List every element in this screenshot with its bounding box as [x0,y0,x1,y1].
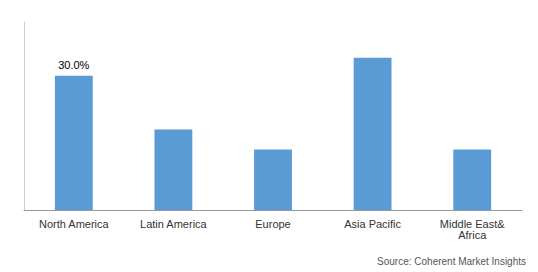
svg-text:Latin America: Latin America [140,218,208,230]
svg-text:Africa: Africa [458,229,487,241]
svg-text:30.0%: 30.0% [58,59,89,71]
svg-text:Europe: Europe [255,218,290,230]
svg-text:Source: Coherent Market Insigh: Source: Coherent Market Insights [377,256,526,267]
svg-text:Asia Pacific: Asia Pacific [344,218,401,230]
svg-text:North America: North America [39,218,110,230]
svg-text:Middle East&: Middle East& [439,217,505,230]
